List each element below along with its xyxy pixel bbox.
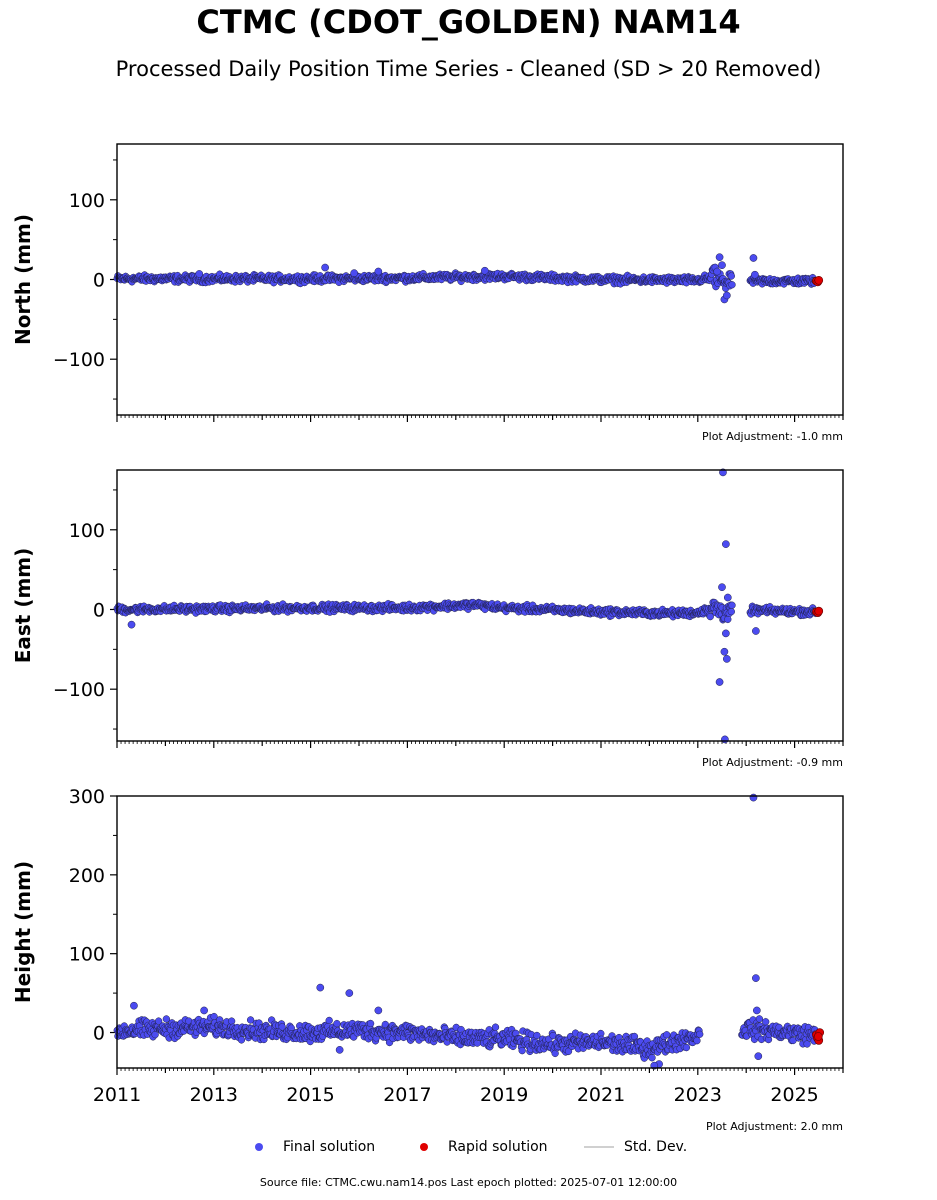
x-tick-label: 2013 [190,1084,238,1106]
x-tick-label: 2019 [480,1084,528,1106]
x-tick-label: 2021 [577,1084,625,1106]
outlier-point [718,583,726,592]
data-point [727,272,735,280]
outlier-point [722,291,731,300]
y-tick-label: −100 [53,679,105,701]
outlier-point [721,735,729,744]
y-tick-label: −100 [53,349,105,371]
x-tick-label: 2017 [383,1084,431,1106]
x-tick-label: 2025 [770,1084,818,1106]
y-tick-label: 100 [69,944,105,966]
outlier-point [723,593,732,602]
data-point [727,607,735,616]
y-axis-label: North (mm) [11,214,35,345]
x-tick-label: 2015 [286,1084,334,1106]
rapid-point [814,275,824,285]
data-point [728,601,736,609]
outlier-point [722,540,730,548]
final-solution-series [113,263,820,293]
y-tick-label: 0 [93,599,105,621]
x-tick-label: 2023 [674,1084,722,1106]
y-tick-label: 100 [69,520,105,542]
outlier-point [722,629,730,638]
chart-title: CTMC (CDOT_GOLDEN) NAM14 [196,3,741,41]
outlier-point [480,266,489,275]
outlier-point [195,270,204,278]
data-point [728,281,736,289]
plot-adjustment-label: Plot Adjustment: -0.9 mm [702,756,843,769]
y-tick-label: 300 [69,786,105,808]
y-axis-label: East (mm) [11,548,35,664]
outlier-point [749,254,758,262]
plot-adjustment-label: Plot Adjustment: -1.0 mm [702,430,843,443]
outlier-point [722,655,731,663]
outlier-point [713,267,722,276]
y-tick-label: 100 [69,190,105,212]
y-tick-label: 0 [93,1023,105,1045]
outlier-point [715,678,724,686]
chart-subtitle: Processed Daily Position Time Series - C… [115,57,822,81]
outlier-point [718,261,726,270]
final-solution-series [113,1012,820,1063]
outlier-point [350,269,359,277]
outlier-point [321,263,329,272]
data-point [237,1036,246,1044]
outlier-point [752,627,760,635]
x-tick-label: 2011 [93,1084,141,1106]
outlier-point [751,270,759,279]
y-tick-label: 0 [93,270,105,292]
outlier-point [715,253,724,262]
rapid-point [814,606,824,616]
outlier-point [374,267,383,276]
y-tick-label: 200 [69,865,105,887]
final-solution-series [113,598,820,624]
outlier-point [127,620,136,629]
data-point [227,1017,236,1025]
y-axis-label: Height (mm) [11,861,35,1003]
outlier-point [720,647,729,656]
